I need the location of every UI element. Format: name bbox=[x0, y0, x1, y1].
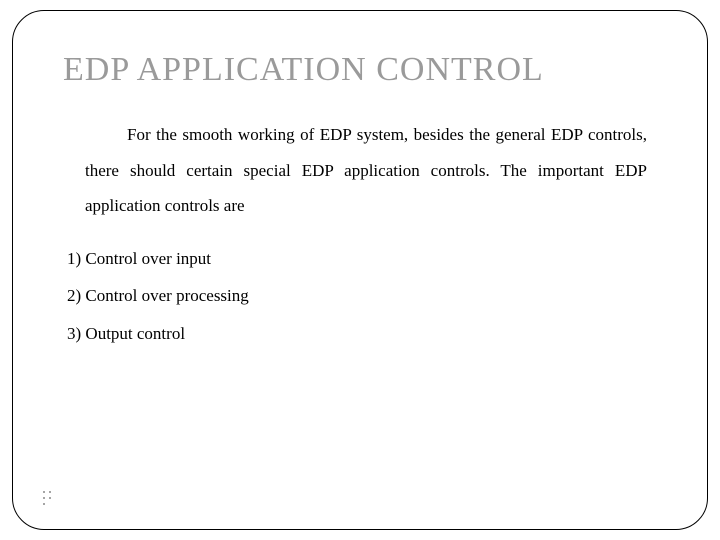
slide-title: EDP APPLICATION CONTROL bbox=[63, 51, 657, 89]
list-item: 1) Control over input bbox=[67, 240, 657, 277]
intro-paragraph: For the smooth working of EDP system, be… bbox=[63, 117, 657, 224]
slide-frame: EDP APPLICATION CONTROL For the smooth w… bbox=[12, 10, 708, 530]
control-list: 1) Control over input 2) Control over pr… bbox=[63, 240, 657, 352]
corner-decoration-icon bbox=[43, 491, 63, 507]
list-item: 2) Control over processing bbox=[67, 277, 657, 314]
list-item: 3) Output control bbox=[67, 315, 657, 352]
